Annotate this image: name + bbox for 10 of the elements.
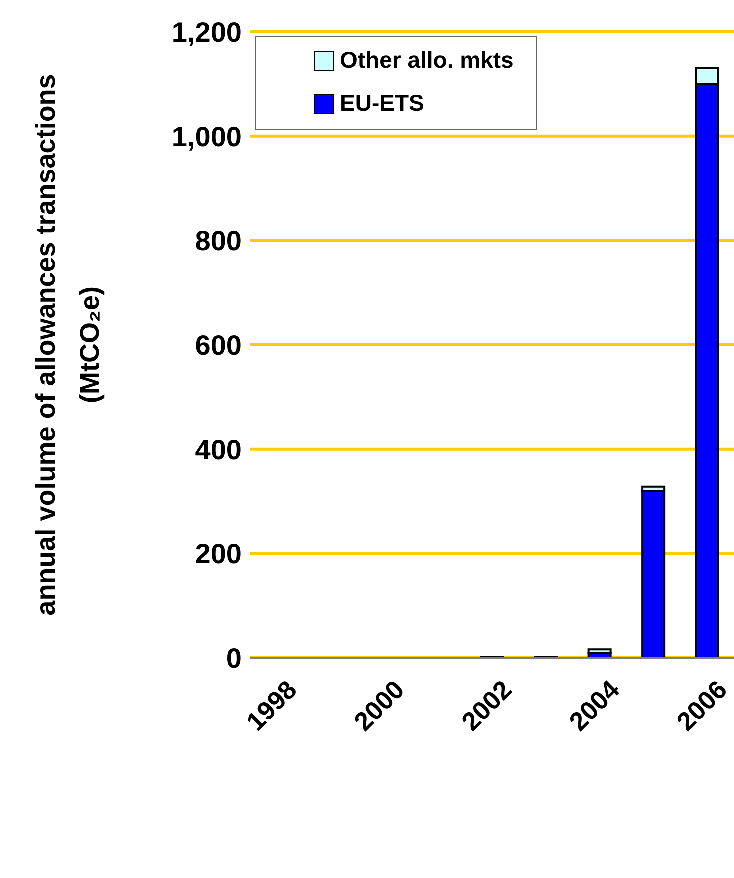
legend-label: EU-ETS	[340, 90, 424, 117]
y-tick-label: 800	[195, 226, 242, 257]
y-tick-label: 200	[195, 538, 242, 570]
y-tick-label: 1,000	[172, 121, 242, 152]
y-axis-title: annual volume of allowances transactions (MtCO₂e)	[31, 74, 105, 616]
y-tick-label: 600	[195, 330, 242, 361]
y-tick-label: 400	[195, 434, 242, 466]
y-tick-label: 0	[226, 642, 242, 674]
y-tick-label: 1,200	[172, 16, 242, 48]
legend-label: Other allo. mkts	[340, 47, 514, 74]
